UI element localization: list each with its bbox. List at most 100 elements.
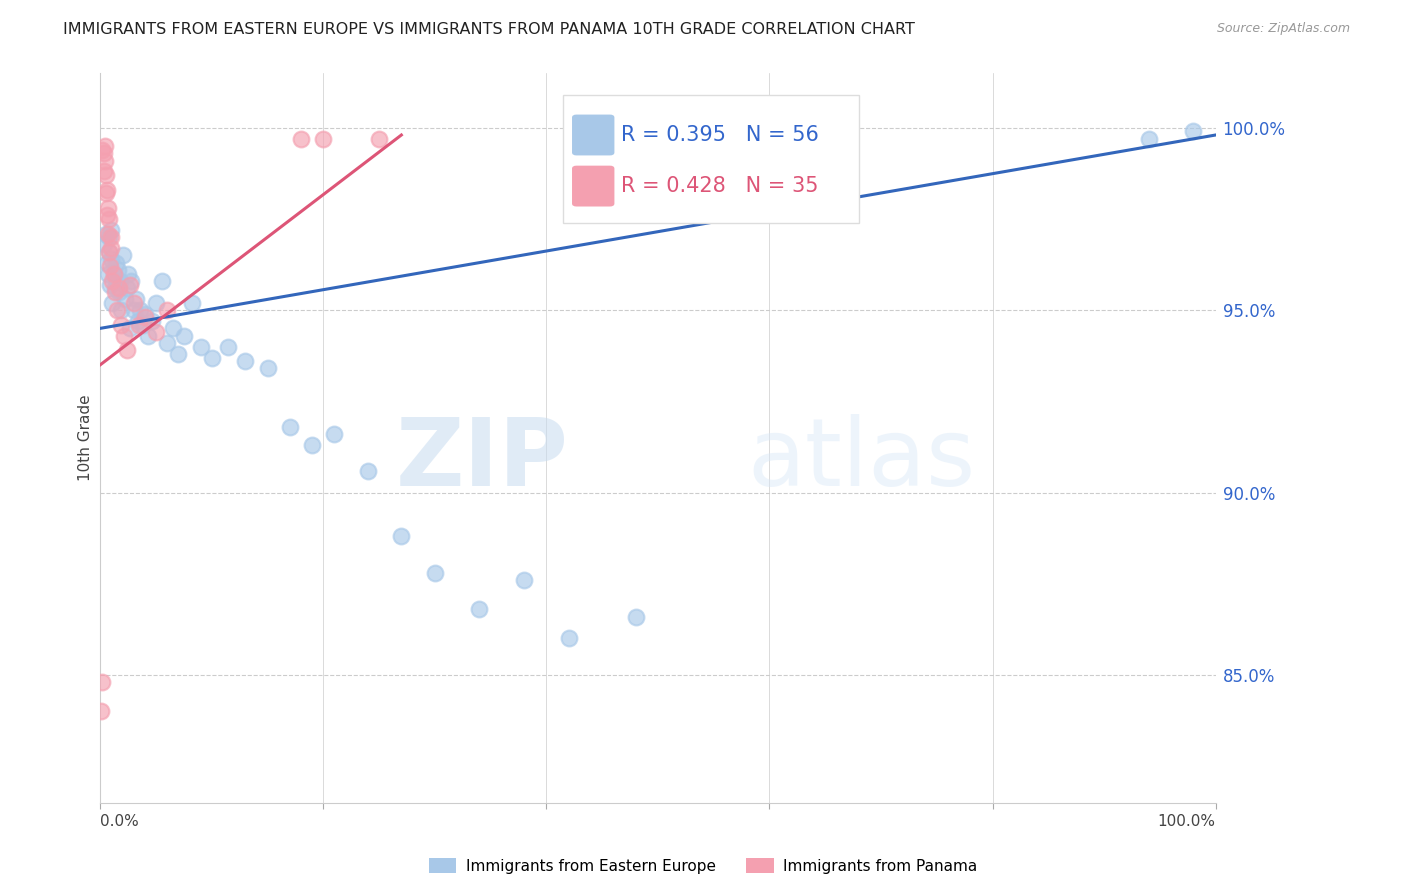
Point [128, 318, 150, 332]
Point [101, 295, 124, 310]
Text: IMMIGRANTS FROM EASTERN EUROPE VS IMMIGRANTS FROM PANAMA 10TH GRADE CORRELATION : IMMIGRANTS FROM EASTERN EUROPE VS IMMIGR… [63, 22, 915, 37]
Point [98, 260, 121, 274]
Point [98, 277, 121, 292]
Point [468, 602, 491, 616]
Point [97, 201, 120, 215]
Point [94, 168, 117, 182]
Point [96, 255, 118, 269]
Point [93, 153, 115, 168]
Text: 0.0%: 0.0% [100, 814, 139, 829]
Point [114, 292, 136, 306]
Point [129, 303, 152, 318]
Point [110, 318, 132, 332]
Y-axis label: 10th Grade: 10th Grade [79, 394, 93, 481]
Point [141, 314, 163, 328]
Point [120, 274, 142, 288]
Point [98, 211, 121, 226]
Point [94, 186, 117, 201]
Point [93, 139, 115, 153]
Point [557, 632, 579, 646]
Point [134, 310, 156, 325]
Point [1182, 124, 1205, 138]
Point [117, 267, 139, 281]
Point [513, 573, 536, 587]
FancyBboxPatch shape [572, 166, 614, 207]
Point [91, 143, 114, 157]
Point [91, 675, 114, 690]
Point [110, 274, 132, 288]
Point [101, 274, 124, 288]
Point [100, 230, 122, 244]
Point [201, 351, 224, 365]
Point [115, 343, 138, 358]
Point [107, 263, 129, 277]
Point [100, 223, 122, 237]
Point [112, 328, 135, 343]
Point [111, 248, 134, 262]
Point [136, 328, 159, 343]
Point [93, 237, 115, 252]
Point [103, 267, 125, 281]
Point [301, 438, 323, 452]
Point [104, 255, 127, 269]
Point [122, 303, 145, 318]
Point [96, 208, 118, 222]
Point [145, 295, 167, 310]
FancyBboxPatch shape [562, 95, 859, 223]
Text: Source: ZipAtlas.com: Source: ZipAtlas.com [1216, 22, 1350, 36]
Point [97, 267, 120, 281]
Point [120, 321, 142, 335]
Point [98, 230, 121, 244]
Point [162, 321, 184, 335]
Point [90, 705, 112, 719]
Point [389, 529, 412, 543]
FancyBboxPatch shape [572, 114, 614, 155]
Point [93, 146, 115, 161]
Point [94, 227, 117, 241]
Point [173, 328, 195, 343]
Legend: Immigrants from Eastern Europe, Immigrants from Panama: Immigrants from Eastern Europe, Immigran… [423, 852, 983, 880]
Point [104, 281, 127, 295]
Point [97, 227, 120, 241]
Point [100, 252, 122, 266]
Point [98, 244, 121, 259]
Point [131, 318, 153, 332]
Point [1137, 131, 1160, 145]
Point [96, 183, 118, 197]
Point [110, 303, 132, 318]
Point [156, 335, 179, 350]
Point [290, 131, 312, 145]
Text: 100.0%: 100.0% [1157, 814, 1216, 829]
Point [105, 303, 128, 318]
Point [323, 427, 346, 442]
Point [312, 131, 335, 145]
Text: ZIP: ZIP [396, 414, 568, 506]
Point [256, 361, 278, 376]
Point [233, 354, 256, 368]
Text: R = 0.428   N = 35: R = 0.428 N = 35 [621, 176, 818, 196]
Text: atlas: atlas [747, 414, 976, 506]
Point [368, 131, 391, 145]
Point [190, 340, 212, 354]
Point [120, 277, 142, 292]
Point [180, 295, 202, 310]
Text: R = 0.395   N = 56: R = 0.395 N = 56 [621, 125, 818, 145]
Point [624, 609, 647, 624]
Point [423, 566, 446, 580]
Point [278, 420, 301, 434]
Point [98, 244, 121, 259]
Point [127, 314, 149, 328]
Point [145, 325, 167, 339]
Point [105, 274, 128, 288]
Point [108, 281, 131, 295]
Point [150, 274, 173, 288]
Point [122, 295, 145, 310]
Point [115, 281, 138, 295]
Point [357, 464, 380, 478]
Point [93, 164, 115, 178]
Point [100, 241, 122, 255]
Point [218, 340, 240, 354]
Point [104, 285, 127, 299]
Point [125, 292, 148, 306]
Point [134, 307, 156, 321]
